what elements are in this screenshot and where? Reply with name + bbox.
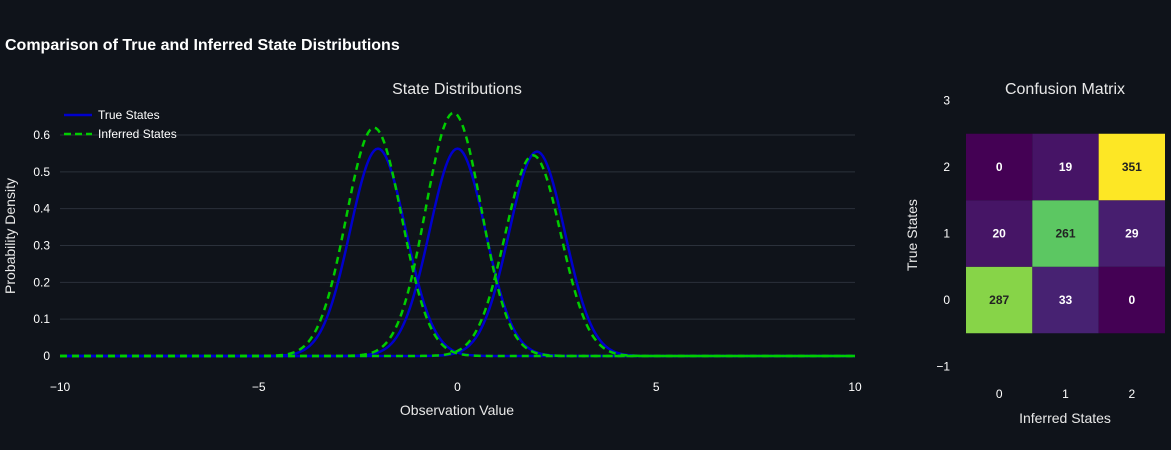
x-tick-label: 10 [848, 380, 862, 394]
y-tick-label: 0.3 [33, 239, 50, 253]
heatmap-cells: 287 33 0 20 261 29 0 19 351 [966, 133, 1165, 334]
heatmap-y-axis-label: True States [904, 199, 920, 271]
heatmap-cell-value: 0 [996, 160, 1003, 174]
y-axis-label: Probability Density [2, 178, 18, 294]
heatmap-y-tick-label: 0 [943, 293, 950, 307]
y-tick-label: 0.1 [33, 312, 50, 326]
x-axis-label: Observation Value [400, 402, 514, 418]
legend-label[interactable]: True States [98, 108, 160, 122]
heatmap-y-tick-label: 1 [943, 227, 950, 241]
heatmap-cell-value: 0 [1128, 293, 1135, 307]
heatmap-cell-value: 287 [989, 293, 1009, 307]
heatmap-cell[interactable] [966, 133, 1033, 201]
y-tick-labels: 0 0.1 0.2 0.3 0.4 0.5 0.6 [33, 128, 50, 363]
series-lines [60, 111, 855, 358]
gridlines [60, 134, 855, 320]
x-tick-labels: −10 −5 0 5 10 [50, 380, 862, 394]
heatmap-x-tick-label: 2 [1128, 387, 1135, 401]
y-tick-label: 0 [43, 349, 50, 363]
heatmap-y-tick-label: 2 [943, 160, 950, 174]
heatmap-cell[interactable] [1032, 133, 1099, 201]
heatmap-x-tick-label: 1 [1062, 387, 1069, 401]
heatmap-cell[interactable] [966, 266, 1033, 334]
series-line-0-component-0 [60, 147, 855, 358]
series-line-1-component-2 [60, 153, 855, 358]
line-chart: State Distributions 00.10.20.30.40.50.6 … [2, 81, 862, 418]
heatmap-cell[interactable] [1098, 200, 1165, 267]
heatmap-y-tick-labels: −1 0 1 2 3 [936, 94, 950, 374]
heatmap-x-tick-labels: 0 1 2 [996, 387, 1136, 401]
heatmap-x-axis-label: Inferred States [1019, 410, 1111, 426]
series-line-1-component-0 [60, 126, 855, 358]
heatmap-y-tick-label: 3 [943, 94, 950, 108]
heatmap-x-tick-label: 0 [996, 387, 1003, 401]
series-line-0-component-1 [60, 147, 855, 358]
y-tick-label: 0.6 [33, 128, 50, 142]
legend-label[interactable]: Inferred States [98, 127, 177, 141]
heatmap-cell-value: 33 [1059, 293, 1073, 307]
y-tick-label: 0.4 [33, 202, 50, 216]
heatmap-cell[interactable] [1032, 200, 1099, 267]
x-tick-label: −5 [252, 380, 266, 394]
x-tick-label: −10 [50, 380, 71, 394]
line-chart-title: State Distributions [392, 81, 522, 98]
heatmap-cell[interactable] [1032, 266, 1099, 334]
heatmap-cell[interactable] [1098, 133, 1165, 201]
confusion-matrix: Confusion Matrix 287 33 020 261 290 19 351 −10… [904, 81, 1165, 426]
y-tick-label: 0.5 [33, 165, 50, 179]
series-line-0-component-2 [60, 150, 855, 358]
x-tick-label: 0 [454, 380, 461, 394]
heatmap-cell[interactable] [1098, 266, 1165, 334]
heatmap-y-tick-label: −1 [936, 360, 950, 374]
heatmap-cell-value: 29 [1125, 227, 1139, 241]
heatmap-cell-value: 351 [1122, 160, 1142, 174]
y-tick-label: 0.2 [33, 275, 50, 289]
heatmap-cell-value: 261 [1055, 227, 1075, 241]
figure-title: Comparison of True and Inferred State Di… [5, 37, 400, 54]
heatmap-title: Confusion Matrix [1005, 81, 1125, 98]
heatmap-cell[interactable] [966, 200, 1033, 267]
heatmap-cell-value: 19 [1059, 160, 1073, 174]
x-tick-label: 5 [653, 380, 660, 394]
legend[interactable]: True States Inferred States [64, 108, 177, 141]
heatmap-cell-value: 20 [992, 227, 1006, 241]
